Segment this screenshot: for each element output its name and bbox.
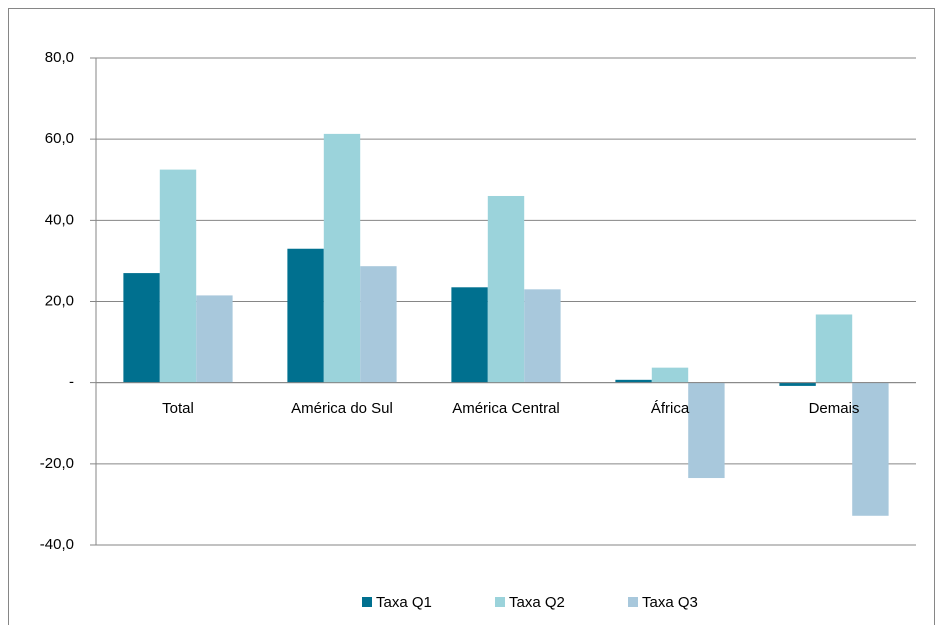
legend-label: Taxa Q2 [509,594,565,611]
bar [159,169,197,383]
bar [524,289,561,383]
bar [323,133,361,383]
y-tick-label: 80,0 [45,49,74,66]
bar [360,266,397,383]
y-tick-label: - [69,374,74,391]
legend-swatch [362,597,372,607]
legend-swatch [628,597,638,607]
y-tick-label: -20,0 [40,455,74,472]
x-tick-label: América do Sul [291,400,393,417]
legend-label: Taxa Q1 [376,594,432,611]
chart-border [8,8,935,625]
x-tick-label: América Central [452,400,560,417]
y-tick-label: -40,0 [40,536,74,553]
bar [688,382,725,479]
bar [852,382,889,516]
legend-label: Taxa Q3 [642,594,698,611]
y-tick-label: 20,0 [45,292,74,309]
y-tick-label: 40,0 [45,211,74,228]
bar [123,273,160,383]
y-tick-label: 60,0 [45,130,74,147]
bar [196,295,233,383]
bar [287,248,324,383]
bar [487,195,525,383]
x-tick-label: África [651,400,690,417]
bar [779,382,816,386]
bar [615,379,652,383]
bar [815,314,853,383]
bar [651,367,689,383]
bar [451,287,488,383]
x-tick-label: Total [162,400,194,417]
x-tick-label: Demais [809,400,860,417]
legend-swatch [495,597,505,607]
